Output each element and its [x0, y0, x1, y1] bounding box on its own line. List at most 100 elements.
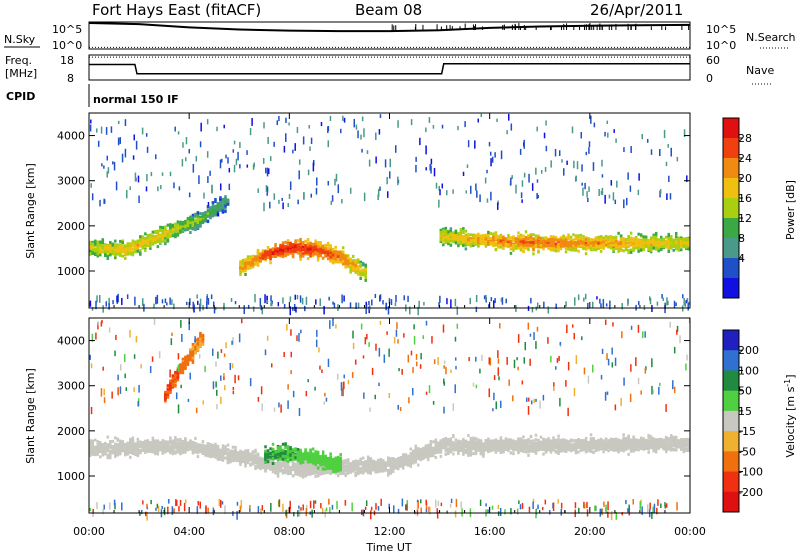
power-scatter	[638, 301, 640, 305]
power-scatter	[375, 132, 377, 140]
velocity-cell	[169, 448, 172, 451]
power-scatter	[536, 193, 538, 199]
power-scatter	[457, 126, 459, 130]
power-cell	[324, 245, 327, 248]
power-panel	[89, 113, 690, 308]
power-scatter	[243, 305, 245, 314]
power-cell	[104, 245, 107, 248]
power-cell	[119, 252, 122, 255]
power-cell	[349, 267, 352, 270]
power-cell	[349, 259, 352, 262]
power-cell	[364, 268, 367, 271]
power-cell	[97, 241, 100, 244]
power-scatter	[687, 302, 689, 310]
velocity-cell	[117, 438, 120, 441]
velocity-cell	[164, 445, 167, 448]
power-cell	[132, 242, 135, 245]
power-cell	[465, 247, 468, 250]
cpid-label: CPID	[6, 90, 35, 103]
power-scatter	[475, 183, 477, 190]
power-cell	[517, 246, 520, 249]
power-scatter	[358, 303, 360, 308]
power-cell	[174, 226, 177, 229]
velocity-cell	[204, 445, 207, 448]
power-scatter	[134, 134, 136, 140]
velocity-cell	[119, 452, 122, 455]
power-cell	[595, 245, 598, 248]
power-scatter	[604, 195, 606, 204]
power-cell	[447, 240, 450, 243]
velocity-cell	[164, 449, 167, 452]
power-cell	[299, 258, 302, 261]
velocity-cell	[172, 444, 175, 447]
power-scatter	[174, 127, 176, 132]
power-cell	[637, 243, 640, 246]
power-cell	[197, 212, 200, 215]
power-cell	[462, 240, 465, 243]
power-cell	[139, 244, 142, 247]
velocity-cell	[162, 442, 165, 445]
power-cell	[600, 241, 603, 244]
power-cell	[317, 245, 320, 248]
power-cell	[219, 201, 222, 204]
power-scatter	[330, 116, 332, 121]
power-scatter	[379, 187, 381, 191]
power-scatter	[501, 298, 503, 302]
power-cell	[247, 258, 250, 261]
power-cell	[152, 231, 155, 234]
power-scatter	[395, 295, 397, 302]
power-scatter	[285, 118, 287, 123]
velocity-cell	[127, 445, 130, 448]
power-cell	[94, 253, 97, 256]
power-cell	[307, 257, 310, 260]
power-cell	[477, 245, 480, 248]
power-cell	[667, 241, 670, 244]
velocity-cell	[244, 461, 247, 464]
velocity-cell	[112, 440, 115, 443]
power-scatter	[198, 175, 200, 184]
power-scatter	[274, 193, 276, 199]
power-cell	[662, 238, 665, 241]
power-cell	[94, 249, 97, 252]
power-cell	[239, 271, 242, 274]
power-cell	[214, 211, 217, 214]
power-scatter	[342, 116, 344, 121]
power-scatter	[360, 135, 362, 140]
velocity-cell	[139, 440, 142, 443]
power-cell	[344, 260, 347, 263]
power-scatter	[336, 174, 338, 182]
power-cell	[615, 243, 618, 246]
power-scatter	[375, 294, 377, 298]
colorbar-swatch	[723, 178, 739, 199]
power-cell	[159, 229, 162, 232]
power-cell	[667, 237, 670, 240]
power-cell	[99, 241, 102, 244]
power-scatter	[290, 181, 292, 189]
nsky-right-tick-bottom: 10^0	[706, 39, 736, 52]
power-cell	[119, 240, 122, 243]
velocity-cell	[169, 436, 172, 439]
velocity-cell	[102, 444, 105, 447]
power-y-axis-label: Slant Range [km]	[24, 163, 37, 259]
power-scatter	[297, 200, 299, 205]
power-cell	[595, 241, 598, 244]
velocity-cell	[97, 450, 100, 453]
velocity-cell	[227, 448, 230, 451]
velocity-cell	[159, 442, 162, 445]
power-cell	[144, 244, 147, 247]
radar-title: Fort Hays East (fitACF)	[92, 1, 261, 19]
power-cell	[197, 214, 200, 217]
power-scatter	[216, 127, 218, 131]
velocity-cell	[167, 445, 170, 448]
power-scatter	[157, 186, 159, 191]
power-cell	[647, 239, 650, 242]
power-scatter	[607, 133, 609, 138]
power-cell	[655, 248, 658, 251]
power-cell	[685, 242, 688, 245]
velocity-cell	[212, 451, 215, 454]
power-scatter	[341, 199, 343, 203]
power-scatter	[423, 302, 425, 306]
velocity-cell	[192, 449, 195, 452]
power-scatter	[521, 199, 523, 203]
power-scatter	[363, 128, 365, 137]
